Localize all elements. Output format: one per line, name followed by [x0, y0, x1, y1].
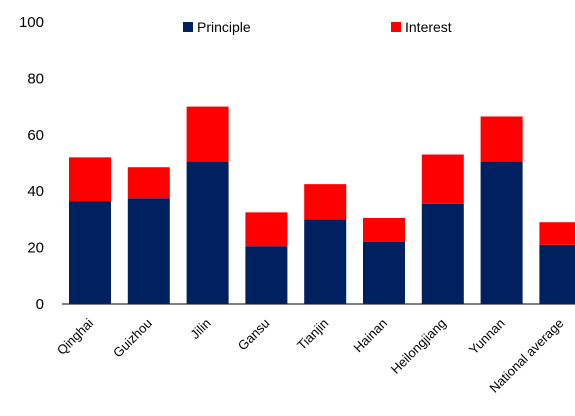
bar-principle-qinghai	[69, 201, 111, 304]
x-tick-label: Tianjin	[294, 316, 331, 353]
bar-interest-national-average	[539, 222, 575, 245]
x-tick-label: Guizhou	[110, 316, 155, 361]
x-tick-label: Qinghai	[54, 315, 96, 357]
bar-principle-heilongjiang	[421, 203, 464, 304]
legend: Principle Interest	[183, 19, 452, 35]
x-tick-label: Hainan	[350, 316, 390, 356]
y-tick-label: 80	[27, 70, 44, 87]
bar-interest-gansu	[245, 212, 288, 247]
bar-interest-yunnan	[480, 116, 523, 162]
y-axis-tick-labels: 0 20 40 60 80 100	[19, 14, 44, 313]
y-tick-label: 0	[36, 296, 44, 313]
bar-interest-heilongjiang	[421, 154, 464, 204]
bar-principle-national-average	[539, 244, 575, 304]
bars	[69, 106, 575, 304]
legend-label-interest: Interest	[405, 19, 452, 35]
bar-interest-hainan	[363, 217, 405, 242]
bar-interest-tianjin	[304, 184, 347, 220]
bar-principle-hainan	[363, 241, 405, 304]
x-tick-label: Heilongjiang	[388, 316, 449, 377]
bar-interest-jilin	[186, 106, 229, 162]
x-tick-label: Gansu	[235, 316, 273, 354]
y-tick-label: 20	[27, 240, 44, 257]
y-tick-label: 40	[27, 183, 44, 200]
x-tick-label: Yunnan	[466, 316, 508, 358]
legend-swatch-principle	[183, 22, 193, 32]
legend-swatch-interest	[391, 22, 401, 32]
bar-interest-guizhou	[127, 167, 170, 199]
x-axis-category-labels: Qinghai Guizhou Jilin Gansu Tianjin HainanHei…	[54, 315, 567, 395]
y-tick-label: 100	[19, 14, 44, 31]
bar-interest-qinghai	[69, 157, 111, 202]
bar-principle-gansu	[245, 246, 288, 304]
bar-principle-guizhou	[127, 198, 170, 304]
x-tick-label: Jilin	[187, 316, 213, 342]
legend-label-principle: Principle	[197, 19, 251, 35]
y-tick-label: 60	[27, 127, 44, 144]
bar-principle-jilin	[186, 161, 229, 304]
bar-principle-yunnan	[480, 161, 523, 304]
bar-principle-tianjin	[304, 219, 347, 304]
